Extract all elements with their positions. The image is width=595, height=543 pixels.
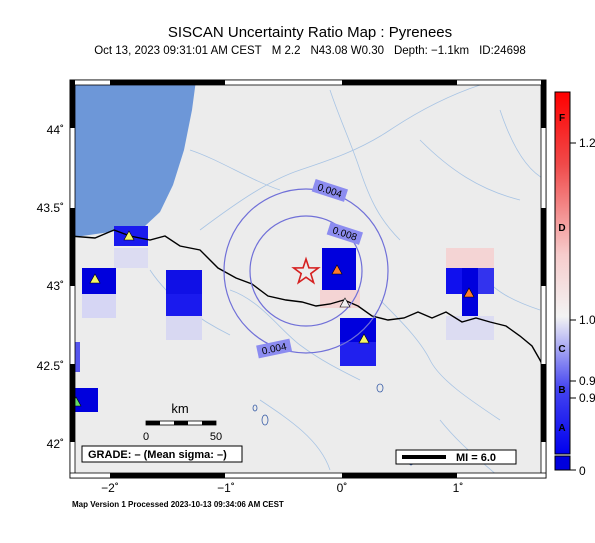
colorbar-value: 0.9 — [579, 391, 595, 405]
lat-axis: 44˚ 43.5˚ 43˚ 42.5˚ 42˚ — [37, 123, 64, 451]
lon-tick: −1˚ — [217, 481, 235, 495]
lat-tick: 42˚ — [47, 437, 64, 451]
colorbar: F D C B A 1.2 1.0 0.9 0.9 0 — [554, 91, 595, 478]
event-location: N43.08 W0.30 — [310, 45, 384, 57]
grade-a: A — [558, 423, 565, 434]
event-depth: Depth: −1.1km — [393, 45, 470, 57]
lat-tick: 44˚ — [47, 123, 64, 137]
scale-tick: 50 — [210, 431, 222, 443]
lat-tick: 43.5˚ — [37, 201, 64, 215]
grade-d: D — [558, 223, 565, 234]
colorbar-value: 1.0 — [579, 313, 595, 327]
lon-axis: −2˚ −1˚ 0˚ 1˚ — [101, 481, 463, 495]
mi-legend: MI = 6.0 — [395, 449, 517, 465]
grade-c: C — [558, 344, 565, 355]
colorbar-value: 1.2 — [579, 136, 595, 150]
svg-text:GRADE: – (Mean sigma: –): GRADE: – (Mean sigma: –) — [88, 449, 227, 461]
lat-tick: 43˚ — [47, 279, 64, 293]
scale-tick: 0 — [143, 431, 149, 443]
stations — [70, 230, 475, 407]
contour-label-3: 0.004 — [256, 338, 293, 359]
lon-tick: 0˚ — [337, 481, 348, 495]
event-datetime: Oct 13, 2023 09:31:01 AM CEST — [94, 45, 262, 57]
lon-tick: 1˚ — [453, 481, 464, 495]
grade-f: F — [559, 113, 565, 124]
grade-b: B — [558, 385, 565, 396]
scale-bar: km 0 50 — [143, 401, 222, 443]
lon-tick: −2˚ — [101, 481, 119, 495]
grade-box: GRADE: – (Mean sigma: –) — [81, 445, 243, 463]
svg-text:MI = 6.0: MI = 6.0 — [456, 452, 496, 464]
contours — [223, 188, 389, 354]
footer-processed: Map Version 1 Processed 2023-10-13 09:34… — [72, 500, 284, 509]
svg-text:0.004: 0.004 — [261, 341, 288, 357]
sea-area — [70, 80, 196, 238]
map-title: SISCAN Uncertainty Ratio Map : Pyrenees — [167, 24, 453, 41]
event-magnitude: M 2.2 — [271, 45, 301, 57]
border-line — [70, 229, 546, 373]
event-id: ID:24698 — [479, 45, 526, 57]
colorbar-value: 0.9 — [579, 374, 595, 388]
event-info: Oct 13, 2023 09:31:01 AM CEST M 2.2 N43.08… — [0, 45, 595, 57]
epicenter-star-icon — [291, 256, 321, 285]
colorbar-value: 0 — [579, 464, 586, 478]
lat-tick: 42.5˚ — [37, 359, 64, 373]
scale-unit: km — [171, 401, 188, 416]
map-frame — [69, 79, 547, 479]
